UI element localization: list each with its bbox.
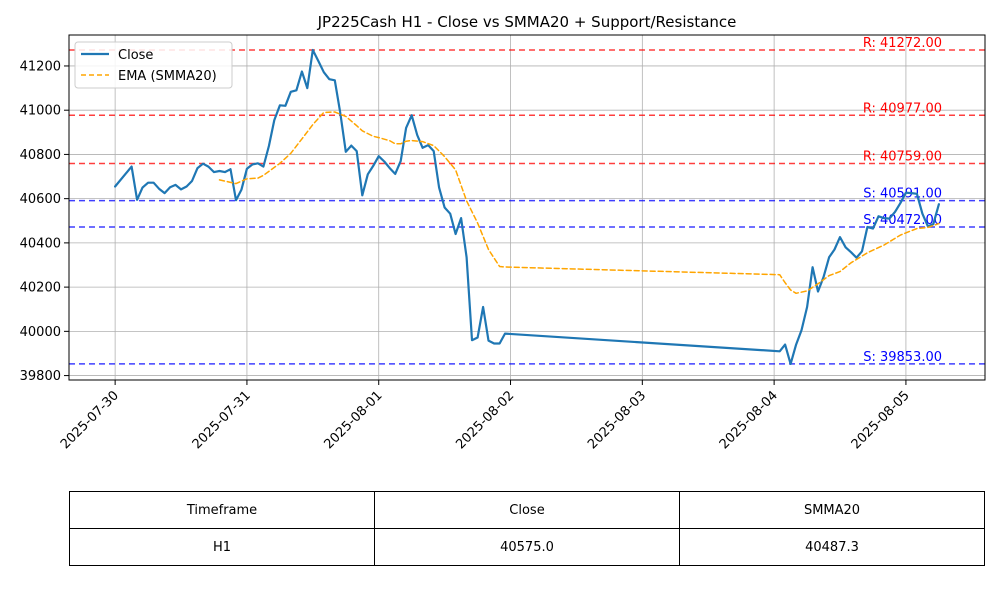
- table-header-cell: SMMA20: [679, 491, 985, 529]
- resistance-label: R: 40759.00: [863, 149, 942, 164]
- grid: [69, 35, 985, 380]
- y-tick-label: 40400: [20, 236, 61, 251]
- x-tick-label: 2025-08-05: [849, 388, 913, 452]
- table-header-row: Timeframe Close SMMA20: [69, 491, 985, 529]
- y-axis: 39800 40000 40200 40400 40600 40800 41000 41200: [20, 59, 69, 384]
- y-tick-label: 40000: [20, 325, 61, 340]
- x-tick-label: 2025-08-02: [453, 388, 517, 452]
- resistance-label: R: 40977.00: [863, 101, 942, 116]
- ema-series-line: [218, 111, 940, 295]
- x-tick-label: 2025-08-03: [585, 388, 649, 452]
- x-axis: 2025-07-30 2025-07-31 2025-08-01 2025-08-02…: [58, 380, 913, 452]
- support-label: S: 39853.00: [863, 350, 942, 365]
- chart: JP225Cash H1 - Close vs SMMA20 + Support…: [20, 13, 986, 452]
- table-cell: 40487.3: [679, 528, 985, 566]
- table-header-cell: Close: [374, 491, 680, 529]
- table-cell: 40575.0: [374, 528, 680, 566]
- table-cell: H1: [69, 528, 375, 566]
- x-tick-label: 2025-07-31: [190, 388, 254, 452]
- chart-title: JP225Cash H1 - Close vs SMMA20 + Support…: [317, 13, 737, 31]
- x-tick-label: 2025-08-04: [717, 388, 781, 452]
- support-resistance-levels: R: 41272.00 R: 40977.00 R: 40759.00 S: 4059…: [69, 36, 985, 365]
- x-tick-label: 2025-07-30: [58, 388, 122, 452]
- legend-box: [74, 41, 233, 89]
- y-tick-label: 39800: [20, 369, 61, 384]
- y-tick-label: 40200: [20, 281, 61, 296]
- table-row: H1 40575.0 40487.3: [69, 528, 985, 566]
- legend: Close EMA (SMMA20): [74, 41, 233, 89]
- y-tick-label: 41200: [20, 59, 61, 74]
- table-header-cell: Timeframe: [69, 491, 375, 529]
- y-tick-label: 40600: [20, 192, 61, 207]
- plot-frame: [68, 34, 986, 381]
- summary-table: Timeframe Close SMMA20 H1 40575.0 40487.…: [69, 491, 985, 566]
- series: [113, 48, 941, 365]
- legend-label-ema: EMA (SMMA20): [118, 69, 217, 84]
- y-tick-label: 40800: [20, 148, 61, 163]
- support-label: S: 40591.00: [863, 187, 942, 202]
- legend-label-close: Close: [118, 48, 153, 63]
- resistance-label: R: 41272.00: [863, 36, 942, 51]
- close-series-line: [113, 48, 941, 365]
- y-tick-label: 41000: [20, 104, 61, 119]
- x-tick-label: 2025-08-01: [322, 388, 386, 452]
